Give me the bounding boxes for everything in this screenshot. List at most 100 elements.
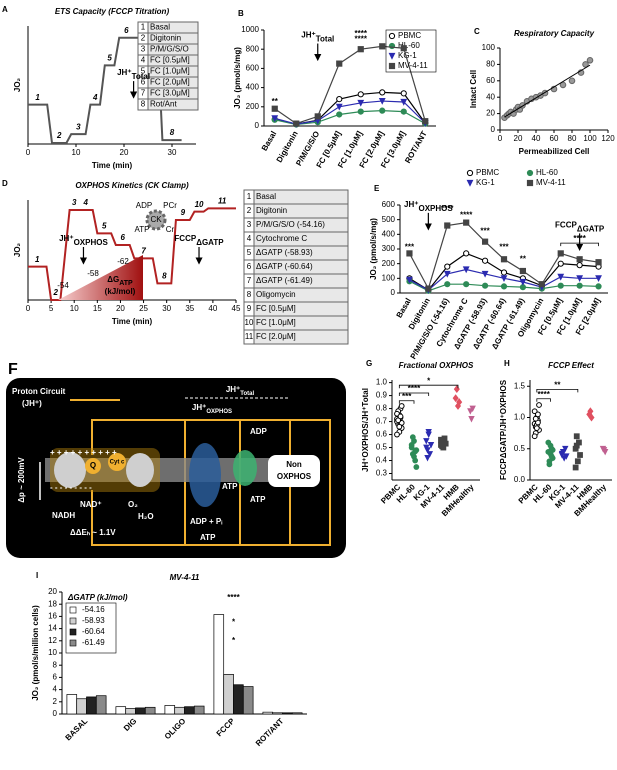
- bracket: [398, 384, 459, 389]
- significance: ****: [355, 29, 368, 38]
- data-point: [336, 60, 343, 67]
- icon-label: ADP: [136, 201, 152, 210]
- step-number: 2: [56, 131, 62, 140]
- step-number: 3: [76, 122, 81, 131]
- legend-marker: [466, 179, 474, 187]
- data-point: [271, 115, 279, 123]
- step-number: 10: [195, 200, 204, 209]
- data-point: [444, 263, 451, 270]
- cyt-c: [108, 453, 126, 471]
- data-point: [422, 118, 429, 125]
- data-point: [549, 447, 556, 453]
- data-point: [396, 423, 403, 430]
- significance: ***: [499, 243, 509, 252]
- x-tick-label: 80: [568, 134, 577, 143]
- data-point: [406, 276, 413, 284]
- step-number: 9: [181, 208, 186, 217]
- legend-label: -61.49: [82, 638, 105, 647]
- y-tick-label: 0.0: [514, 475, 526, 484]
- data-point: [500, 275, 508, 283]
- x-tick-label: 0: [26, 148, 31, 157]
- y-axis-label: JO₂ (pmol/s/mg): [369, 218, 378, 280]
- data-point: [443, 270, 451, 278]
- bar: [76, 698, 87, 715]
- data-point: [412, 448, 419, 455]
- data-point: [271, 105, 278, 112]
- chart-title: MV-4-11: [170, 573, 200, 582]
- y-tick-label: 1.0: [376, 378, 388, 387]
- y-axis-label: JO₂: [13, 242, 22, 257]
- legend-label: KG-1: [476, 178, 495, 187]
- data-point: [573, 442, 580, 449]
- data-point: [426, 451, 434, 458]
- data-point: [532, 415, 539, 422]
- data-point: [423, 438, 430, 445]
- y-axis-label: JO₂: [13, 77, 22, 92]
- label: ATP: [200, 533, 216, 542]
- legend-box: [385, 29, 437, 73]
- label: H₂O: [138, 512, 154, 521]
- data-point: [562, 445, 569, 453]
- y-tick-label: 12: [48, 636, 57, 645]
- data-point: [413, 464, 420, 470]
- significance: *: [232, 636, 236, 645]
- x-axis-label: Time (min): [92, 161, 133, 170]
- y-tick-label: 600: [382, 200, 396, 209]
- chart-title: Respiratory Capacity: [514, 29, 595, 38]
- bar: [144, 706, 156, 715]
- x-tick-label: 15: [93, 304, 102, 313]
- icon-label: Cr: [166, 225, 175, 234]
- step-number: 5: [102, 221, 107, 230]
- x-axis-label: Time (min): [112, 317, 153, 326]
- callout: JH⁺Total: [117, 68, 150, 81]
- chart-title: OXPHOS Kinetics (CK Clamp): [75, 181, 189, 190]
- step-number: 7: [141, 246, 146, 255]
- legend-label: -54.16: [82, 605, 105, 614]
- data-point: [519, 267, 527, 275]
- data-point: [559, 81, 567, 89]
- data-point: [481, 282, 489, 289]
- data-point: [519, 278, 527, 286]
- data-point: [582, 61, 589, 68]
- callout: JH⁺OXPHOS: [59, 234, 108, 247]
- table-number: 6: [141, 78, 146, 87]
- y-tick-label: 0: [53, 709, 58, 718]
- data-point: [481, 257, 489, 264]
- data-point: [439, 443, 446, 450]
- label: Non: [286, 460, 302, 469]
- gradient-label: -58: [87, 269, 99, 278]
- significance: ****: [227, 593, 240, 602]
- ck-icon: [145, 209, 167, 231]
- data-point: [411, 453, 417, 460]
- data-point: [557, 250, 564, 257]
- data-point: [394, 431, 400, 438]
- complex-iv: [126, 453, 154, 487]
- x-tick-label: 30: [168, 148, 177, 157]
- gradient-label: -62: [117, 257, 129, 266]
- data-point: [572, 464, 579, 471]
- data-point: [558, 450, 566, 458]
- x-tick-label: DIG: [122, 717, 138, 733]
- data-point: [357, 91, 364, 98]
- panel-letter: E: [374, 184, 380, 193]
- step-number: 2: [53, 288, 59, 297]
- callout-main: JH⁺: [404, 200, 418, 209]
- y-tick-label: 800: [246, 44, 260, 53]
- data-point: [463, 219, 470, 226]
- x-tick-label: 0: [26, 304, 31, 313]
- x-tick-label: 20: [116, 304, 125, 313]
- data-point: [576, 275, 584, 283]
- data-point: [357, 99, 365, 107]
- data-point: [398, 403, 405, 409]
- y-tick-label: 100: [482, 43, 496, 52]
- x-tick-label: 10: [70, 304, 79, 313]
- callout: FCCPΔGATP: [555, 221, 605, 234]
- legend-marker: [388, 32, 396, 40]
- x-tick-label: 20: [514, 134, 523, 143]
- x-tick-label: OLIGO: [163, 717, 188, 742]
- y-tick-label: 400: [246, 83, 260, 92]
- bar: [223, 673, 234, 715]
- legend-label: -60.64: [82, 627, 105, 636]
- legend-marker: [388, 52, 396, 60]
- gradient-triangle: [58, 255, 143, 300]
